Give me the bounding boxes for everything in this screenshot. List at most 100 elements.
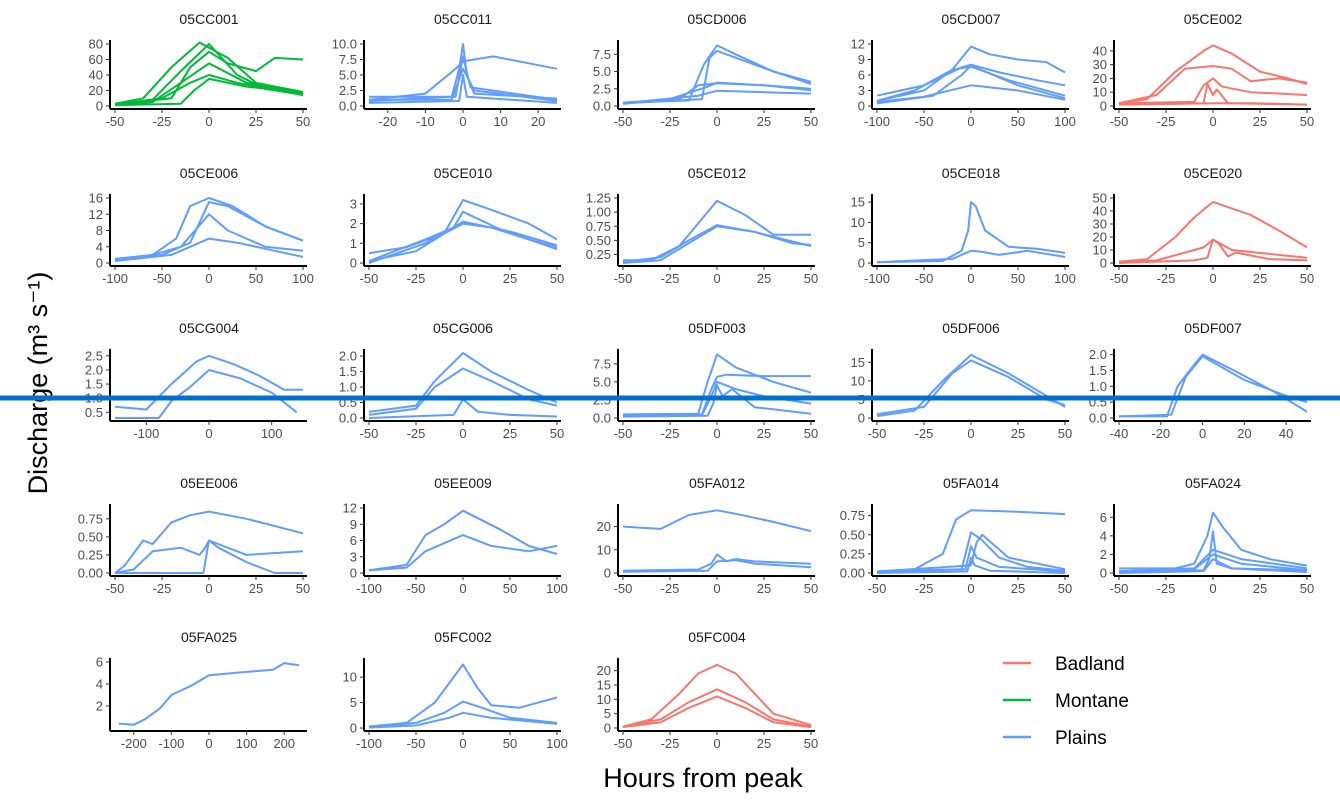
y-tick-label: 0 — [858, 256, 865, 271]
x-tick-label: 0 — [967, 426, 974, 441]
y-tick-label: 0 — [350, 566, 357, 581]
x-tick-label: 0 — [205, 114, 212, 129]
y-tick-label: 50 — [1093, 191, 1107, 206]
series-line — [876, 533, 1066, 573]
x-tick-label: 25 — [757, 426, 771, 441]
y-tick-label: 1.0 — [339, 380, 357, 395]
y-tick-label: 0.25 — [586, 247, 611, 262]
x-tick-label: 50 — [296, 114, 310, 129]
series-line — [622, 695, 812, 729]
series-line — [876, 45, 1066, 102]
series-line — [115, 539, 303, 574]
y-tick-label: 6 — [350, 533, 357, 548]
x-tick-label: -50 — [614, 736, 633, 751]
y-tick-label: 8 — [96, 223, 103, 238]
panel-05EE006: 05EE006 -50 -25 0 25 50 0.00 0.25 0.50 0.75 — [78, 475, 311, 596]
panel-05FA024: 05FA024 -50 -25 0 25 50 0 2 4 6 — [1100, 475, 1314, 596]
series-line — [369, 67, 558, 102]
panel-title: 05CG004 — [179, 320, 239, 336]
x-tick-label: -50 — [153, 271, 172, 286]
y-tick-label: 7.5 — [593, 356, 611, 371]
x-tick-label: -50 — [614, 271, 633, 286]
series-line — [114, 510, 304, 574]
x-tick-label: 0 — [967, 271, 974, 286]
y-tick-label: 5.0 — [593, 374, 611, 389]
y-tick-label: 5.0 — [339, 68, 357, 83]
y-tick-label: 30 — [1093, 217, 1107, 232]
x-tick-label: 20 — [1237, 426, 1251, 441]
panel-title: 05CG006 — [433, 320, 493, 336]
y-tick-label: 0.5 — [85, 405, 103, 420]
series-line — [114, 354, 303, 411]
y-axis-label: Discharge (m³ s⁻¹) — [23, 272, 53, 495]
y-tick-label: 2.0 — [1089, 347, 1107, 362]
y-tick-label: 5.0 — [593, 64, 611, 79]
x-tick-label: 0 — [459, 271, 466, 286]
x-tick-label: 0 — [1209, 581, 1216, 596]
x-tick-label: -25 — [661, 736, 680, 751]
series-line — [114, 197, 304, 260]
x-tick-label: -25 — [661, 581, 680, 596]
x-tick-label: -25 — [661, 114, 680, 129]
y-tick-label: 0 — [350, 256, 357, 271]
y-tick-label: 0 — [96, 256, 103, 271]
x-tick-label: -100 — [102, 271, 128, 286]
series-line — [1118, 65, 1308, 105]
x-tick-label: 50 — [550, 271, 564, 286]
y-tick-label: 4 — [1100, 528, 1107, 543]
x-tick-label: 50 — [550, 426, 564, 441]
y-tick-label: 60 — [89, 52, 103, 67]
y-tick-label: 0.00 — [840, 566, 865, 581]
x-tick-label: 100 — [546, 581, 568, 596]
x-tick-label: -25 — [407, 426, 426, 441]
x-tick-label: 50 — [1300, 271, 1314, 286]
x-tick-label: -100 — [356, 736, 382, 751]
x-tick-label: -50 — [1110, 114, 1129, 129]
y-tick-label: 0 — [1100, 99, 1107, 114]
y-tick-label: 2.0 — [339, 349, 357, 364]
x-tick-label: 50 — [804, 736, 818, 751]
series-line — [1118, 558, 1308, 574]
panel-title: 05CE018 — [942, 165, 1001, 181]
series-line — [876, 65, 1066, 102]
y-tick-label: 0.50 — [78, 529, 103, 544]
x-tick-label: -25 — [407, 271, 426, 286]
y-tick-label: 10 — [597, 692, 611, 707]
x-tick-label: -200 — [121, 736, 147, 751]
x-tick-label: 0 — [205, 736, 212, 751]
panel-title: 05CE006 — [180, 165, 239, 181]
x-tick-label: -50 — [614, 426, 633, 441]
series-line — [1118, 102, 1308, 106]
series-line — [114, 77, 304, 107]
x-tick-label: -50 — [868, 426, 887, 441]
x-tick-label: -100 — [356, 581, 382, 596]
series-line — [876, 545, 1066, 574]
series-line — [368, 534, 558, 572]
panel-title: 05FA012 — [689, 475, 745, 491]
series-line — [368, 210, 558, 262]
y-tick-label: 6 — [858, 68, 865, 83]
series-line — [114, 213, 304, 262]
y-tick-label: 9 — [858, 52, 865, 67]
panel-title: 05DF007 — [1184, 320, 1242, 336]
y-tick-label: 3 — [350, 549, 357, 564]
series-line — [622, 559, 812, 573]
x-tick-label: -50 — [614, 114, 633, 129]
series-line — [622, 225, 812, 264]
series-line — [1119, 353, 1308, 418]
x-tick-label: 0 — [713, 426, 720, 441]
x-tick-label: 25 — [757, 271, 771, 286]
x-tick-label: 20 — [531, 114, 545, 129]
x-tick-label: 25 — [1253, 271, 1267, 286]
series-line — [622, 384, 812, 418]
y-tick-label: 6 — [1100, 510, 1107, 525]
series-line — [1118, 238, 1308, 264]
x-tick-label: -50 — [915, 114, 934, 129]
x-tick-label: -100 — [158, 736, 184, 751]
series-line — [876, 359, 1066, 416]
x-tick-label: -20 — [1151, 426, 1170, 441]
y-tick-label: 2 — [350, 216, 357, 231]
